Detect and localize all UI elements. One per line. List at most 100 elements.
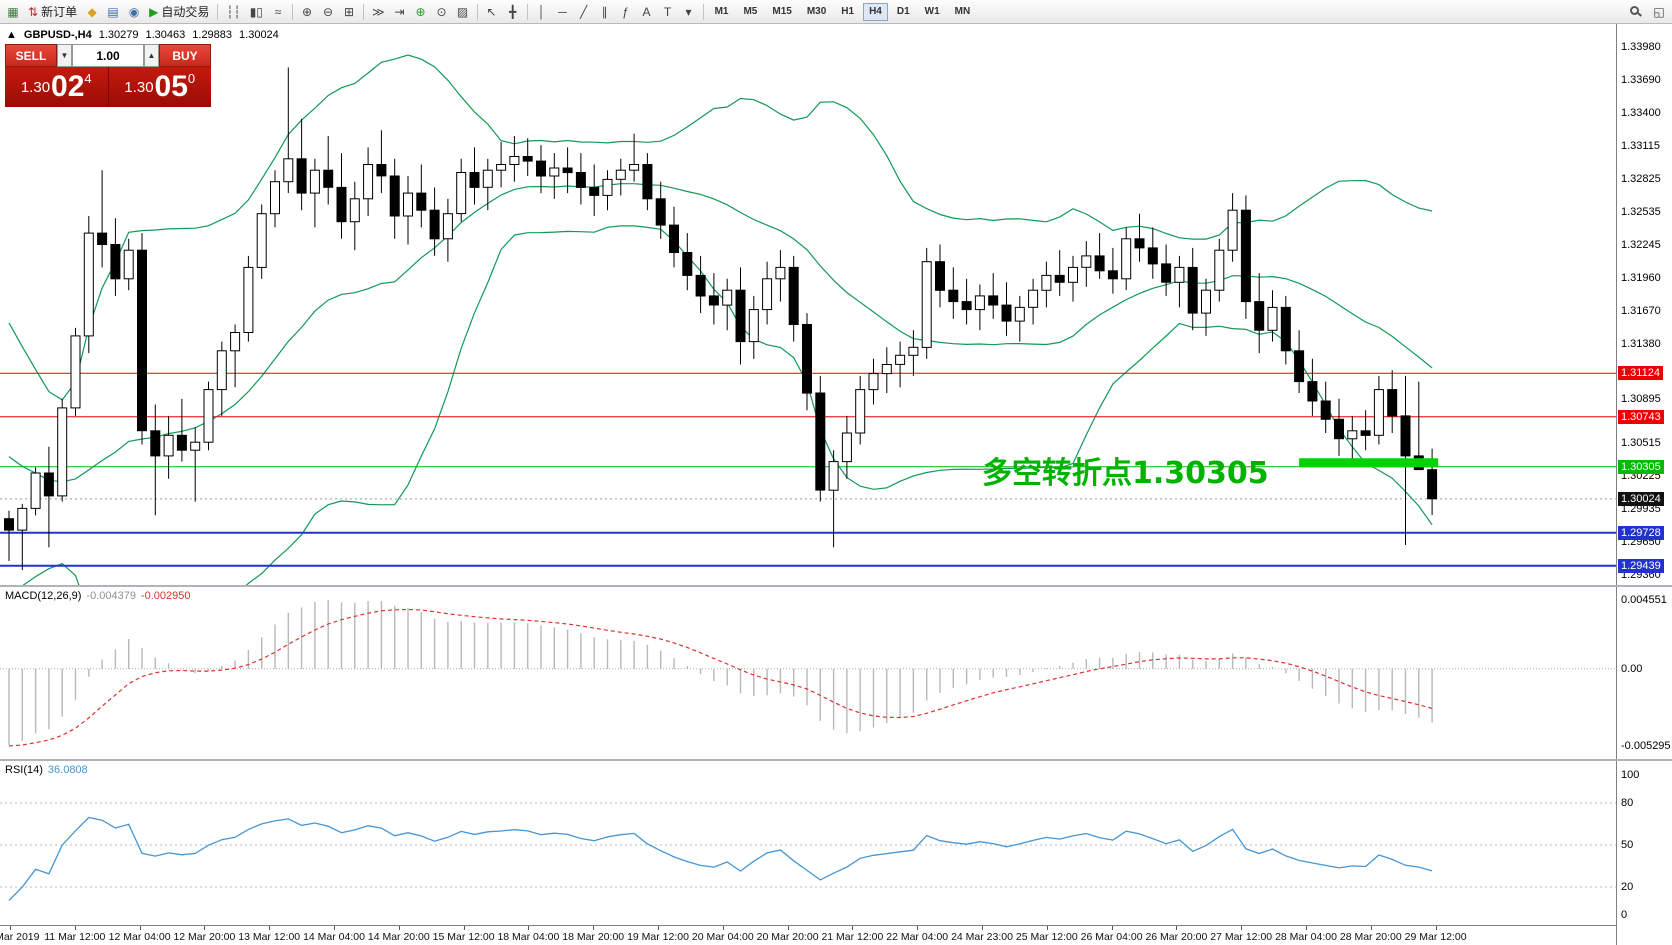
- bar-chart-button[interactable]: ┆┆: [222, 2, 244, 22]
- fibonacci-button[interactable]: ƒ: [616, 2, 636, 22]
- lot-decrease-button[interactable]: ▼: [57, 44, 72, 67]
- layout-button[interactable]: ◱: [1649, 2, 1669, 22]
- text-button-icon: A: [642, 4, 651, 19]
- shapes-dropdown-icon: ▾: [685, 4, 692, 19]
- bar-chart-button-icon: ┆┆: [226, 4, 241, 19]
- collapse-trade-panel-icon[interactable]: ▲: [6, 29, 17, 41]
- timeframe-m1-button[interactable]: M1: [714, 6, 729, 17]
- sell-price-button[interactable]: 1.30 02 4: [5, 67, 108, 107]
- time-axis-tick: [528, 926, 530, 930]
- cursor-button-icon: ↖: [486, 4, 497, 19]
- metaeditor-button[interactable]: ◆: [82, 2, 102, 22]
- search-button[interactable]: [1624, 2, 1648, 22]
- label-button[interactable]: T: [658, 2, 678, 22]
- price-line-badge[interactable]: 1.29439: [1618, 558, 1664, 573]
- trendline-button-icon: ╱: [579, 4, 588, 19]
- price-tick-label: 1.32245: [1621, 239, 1661, 252]
- time-axis-label: 28 Mar 20:00: [1339, 931, 1402, 943]
- autotrading-button[interactable]: ▶ 自动交易: [145, 2, 213, 22]
- time-axis-label: 19 Mar 12:00: [627, 931, 689, 943]
- lot-increase-button[interactable]: ▲: [144, 44, 159, 67]
- auto-scroll-button-icon: ≫: [372, 4, 385, 19]
- timeframe-m30-button[interactable]: M30: [806, 6, 827, 17]
- tile-windows-button[interactable]: ⊞: [339, 2, 359, 22]
- price-line-badge[interactable]: 1.30743: [1618, 409, 1664, 424]
- autotrading-button-icon: ▶: [149, 4, 159, 19]
- time-axis-label: 18 Mar 04:00: [497, 931, 560, 943]
- zoom-out-button[interactable]: ⊖: [318, 2, 338, 22]
- lot-size-input[interactable]: [72, 44, 144, 67]
- buy-button[interactable]: BUY: [159, 44, 211, 67]
- timeframe-h1-button[interactable]: H1: [841, 6, 855, 17]
- vertical-line-button[interactable]: │: [532, 2, 552, 22]
- navigator-button[interactable]: ◉: [124, 2, 144, 22]
- time-axis-tick: [1370, 926, 1372, 930]
- panel-divider-rsi[interactable]: [0, 759, 1672, 761]
- crosshair-button[interactable]: ╋: [503, 2, 523, 22]
- chart-shift-button[interactable]: ⇥: [390, 2, 410, 22]
- price-line-badge[interactable]: 1.29728: [1618, 525, 1664, 540]
- time-axis-tick: [1241, 926, 1243, 930]
- low-value: 1.29883: [192, 29, 233, 41]
- candlestick-chart-button[interactable]: ▮▯: [246, 2, 267, 22]
- price-line-badge[interactable]: 1.31124: [1618, 366, 1663, 381]
- timeframe-mn-button[interactable]: MN: [954, 6, 971, 17]
- macd-panel[interactable]: MACD(12,26,9) -0.004379 -0.002950: [0, 587, 1616, 759]
- channel-button[interactable]: ∥: [595, 2, 615, 22]
- new-order-button[interactable]: ⇅ 新订单: [24, 2, 81, 22]
- candlestick-chart-button-icon: ▮▯: [249, 4, 263, 19]
- open-value: 1.30279: [98, 29, 139, 41]
- buy-price-pips: 05: [154, 70, 188, 103]
- macd-value: -0.004379: [86, 590, 136, 602]
- line-chart-button[interactable]: ≈: [268, 2, 288, 22]
- search-icon: [1630, 6, 1639, 15]
- timeframe-m5-button[interactable]: M5: [743, 6, 758, 17]
- time-axis-label: 25 Mar 12:00: [1015, 931, 1078, 943]
- price-chart-panel[interactable]: ▲ GBPUSD-,H4 1.30279 1.30463 1.29883 1.3…: [0, 24, 1616, 585]
- time-axis-label: 12 Mar 04:00: [108, 931, 171, 943]
- timeframe-d1-button[interactable]: D1: [896, 6, 910, 17]
- chart-shift-button-icon: ⇥: [394, 4, 405, 19]
- time-axis-tick: [204, 926, 206, 930]
- trendline-button[interactable]: ╱: [574, 2, 594, 22]
- buy-price-button[interactable]: 1.30 05 0: [108, 67, 211, 107]
- panel-divider-macd[interactable]: [0, 585, 1672, 587]
- macd-canvas[interactable]: [0, 587, 1616, 759]
- macd-axis-max: 0.004551: [1621, 594, 1667, 606]
- zoom-in-button-icon: ⊕: [301, 4, 313, 19]
- periods-button[interactable]: ⊙: [432, 2, 452, 22]
- cursor-button[interactable]: ↖: [482, 2, 502, 22]
- time-axis-label: 13 Mar 12:00: [238, 931, 301, 943]
- rsi-canvas[interactable]: [0, 761, 1616, 925]
- zoom-in-button[interactable]: ⊕: [297, 2, 317, 22]
- market-watch-button[interactable]: ▤: [103, 2, 123, 22]
- indicators-button[interactable]: ⊕: [411, 2, 431, 22]
- price-chart-canvas[interactable]: [0, 24, 1616, 585]
- price-tick-label: 1.30515: [1621, 436, 1661, 449]
- timeframe-m15-button[interactable]: M15: [772, 6, 792, 17]
- time-axis-tick: [1046, 926, 1048, 930]
- text-button[interactable]: A: [637, 2, 657, 22]
- macd-axis-min: -0.005295: [1621, 740, 1671, 752]
- time-axis-label: 15 Mar 12:00: [432, 931, 495, 943]
- time-axis-label: 29 Mar 12:00: [1404, 931, 1467, 943]
- timeframe-w1-button[interactable]: W1: [924, 6, 940, 17]
- sell-button[interactable]: SELL: [5, 44, 57, 67]
- toolbar-separator: [292, 3, 293, 20]
- horizontal-line-button[interactable]: ─: [553, 2, 573, 22]
- timeframe-h4-button[interactable]: H4: [863, 2, 888, 21]
- time-axis-tick: [139, 926, 141, 930]
- price-line-badge[interactable]: 1.30305: [1618, 459, 1664, 474]
- shapes-dropdown[interactable]: ▾: [679, 2, 699, 22]
- templates-button[interactable]: ▨: [453, 2, 473, 22]
- price-axis[interactable]: 1.33980 1.33690 1.33400 1.33115 1.32825 1.325…: [1616, 24, 1672, 945]
- turning-point-annotation[interactable]: 多空转折点1.30305: [982, 456, 1269, 491]
- rsi-name: RSI(14): [5, 764, 43, 776]
- macd-label: MACD(12,26,9) -0.004379 -0.002950: [5, 590, 196, 602]
- macd-axis-zero: 0.00: [1621, 662, 1643, 675]
- rsi-value: 36.0808: [47, 764, 88, 776]
- new-chart-button[interactable]: ▦: [3, 2, 23, 22]
- rsi-panel[interactable]: RSI(14) 36.0808: [0, 761, 1616, 925]
- auto-scroll-button[interactable]: ≫: [368, 2, 389, 22]
